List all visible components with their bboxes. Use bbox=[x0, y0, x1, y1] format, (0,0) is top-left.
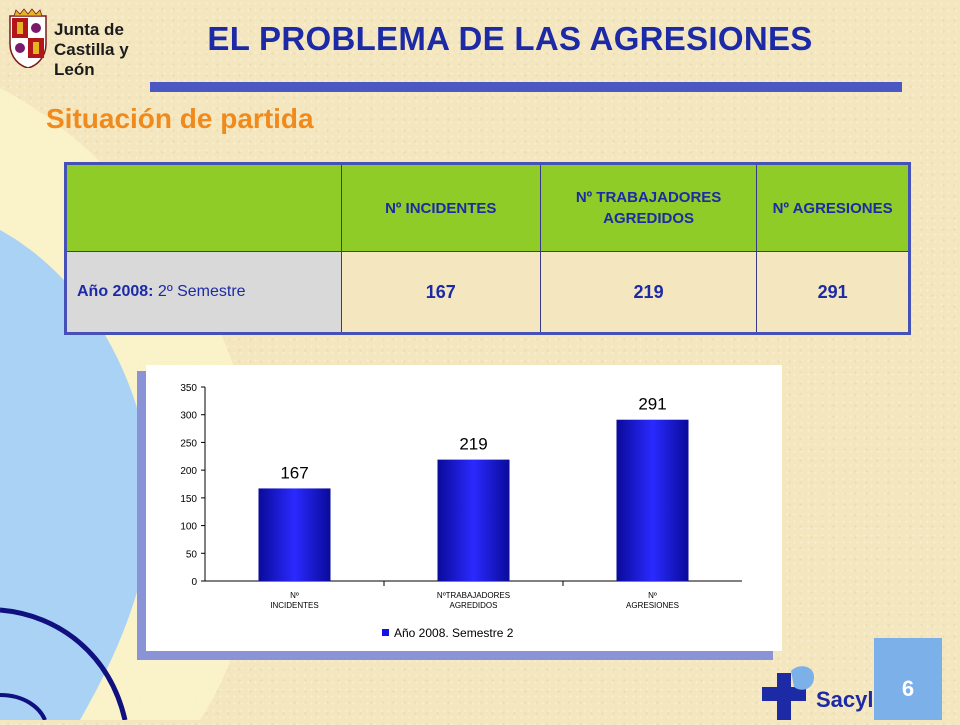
bar bbox=[616, 419, 689, 581]
logo-line-2: Castilla y León bbox=[54, 40, 129, 79]
sacyl-logo: Sacyl bbox=[758, 663, 878, 720]
page-title: EL PROBLEMA DE LAS AGRESIONES bbox=[207, 20, 813, 57]
coat-of-arms-icon bbox=[9, 8, 47, 68]
logo-line-1: Junta de bbox=[54, 20, 124, 39]
y-tick-label: 150 bbox=[180, 494, 197, 505]
y-tick-label: 300 bbox=[180, 411, 197, 422]
sacyl-text: Sacyl bbox=[816, 687, 874, 712]
chart-panel: 0 50 100 150 200 250 300 350 167 Nº INCIDENTES 219 N… bbox=[146, 365, 782, 651]
x-tick-label: Nº bbox=[290, 591, 299, 600]
row-label-year: Año 2008: bbox=[77, 283, 154, 300]
y-tick-label: 0 bbox=[191, 577, 197, 588]
y-tick-label: 250 bbox=[180, 438, 197, 449]
junta-logo: Junta de Castilla y León bbox=[8, 8, 138, 79]
page-number-box bbox=[874, 638, 942, 720]
table-header-aggressions: Nº AGRESIONES bbox=[756, 163, 910, 252]
legend-swatch bbox=[382, 629, 389, 636]
table-header-incidents: Nº INCIDENTES bbox=[340, 163, 541, 252]
data-label: 167 bbox=[280, 463, 308, 482]
x-tick-label: INCIDENTES bbox=[270, 601, 318, 610]
sacyl-cross-icon: Sacyl bbox=[762, 666, 874, 720]
y-tick-label: 100 bbox=[180, 522, 197, 533]
section-subtitle: Situación de partida bbox=[46, 103, 314, 134]
table-header-workers: Nº TRABAJADORES AGREDIDOS bbox=[539, 163, 758, 252]
table-header-row: Nº INCIDENTES Nº TRABAJADORES AGREDIDOS … bbox=[65, 163, 910, 252]
page-number: 6 bbox=[901, 676, 915, 701]
data-label: 219 bbox=[459, 435, 487, 454]
x-tick-label: AGREDIDOS bbox=[449, 601, 497, 610]
x-tick-label: Nº bbox=[648, 591, 657, 600]
bar-chart: 050100150200250300350167NºINCIDENTES219N… bbox=[180, 383, 742, 640]
data-label: 291 bbox=[638, 395, 666, 414]
legend-label: Año 2008. Semestre 2 bbox=[394, 626, 514, 640]
y-tick-label: 350 bbox=[180, 383, 197, 394]
summary-table: Nº INCIDENTES Nº TRABAJADORES AGREDIDOS … bbox=[64, 162, 911, 335]
table-cell-aggressions: 291 bbox=[756, 251, 910, 334]
bar bbox=[437, 459, 510, 581]
y-tick-label: 50 bbox=[186, 549, 198, 560]
table-row: Año 2008: 2º Semestre 167 219 291 bbox=[65, 251, 910, 334]
bar bbox=[258, 488, 331, 581]
x-tick-label: NºTRABAJADORES bbox=[437, 591, 510, 600]
table-header-empty bbox=[65, 163, 342, 252]
y-tick-label: 200 bbox=[180, 466, 197, 477]
title-underline bbox=[150, 82, 902, 92]
table-cell-incidents: 167 bbox=[340, 251, 541, 334]
row-label-semester: 2º Semestre bbox=[157, 283, 246, 300]
table-row-label: Año 2008: 2º Semestre bbox=[65, 251, 342, 334]
table-cell-workers: 219 bbox=[539, 251, 758, 334]
x-tick-label: AGRESIONES bbox=[626, 601, 679, 610]
